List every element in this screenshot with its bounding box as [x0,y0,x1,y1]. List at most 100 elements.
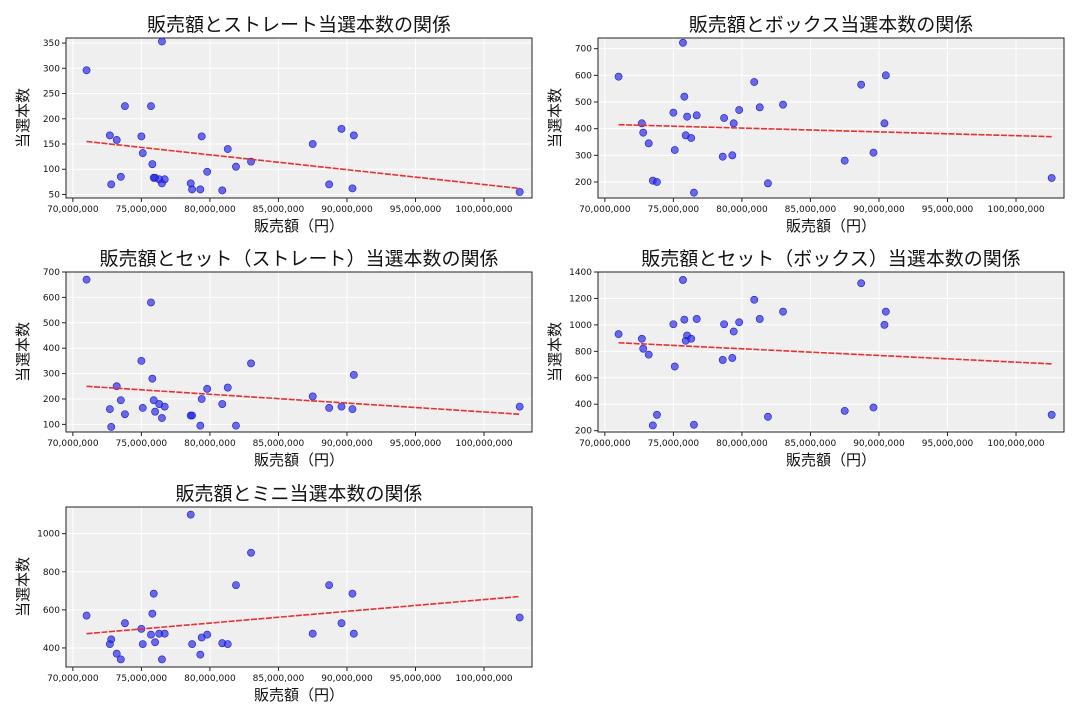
data-point [138,149,147,157]
x-tick-label: 80,000,000 [716,439,768,449]
x-tick-label: 90,000,000 [853,205,905,215]
y-tick-label: 300 [575,151,592,161]
data-point [348,405,357,414]
plot-area [597,37,1065,199]
data-point [779,100,787,109]
x-axis-label: 販売額（円） [254,217,344,235]
x-tick-label: 85,000,000 [253,205,305,215]
data-point [188,411,196,420]
data-point [147,298,155,307]
data-point [653,178,661,186]
x-tick-label: 80,000,000 [184,205,236,215]
y-tick-label: 150 [43,140,60,150]
x-tick-label: 90,000,000 [321,439,373,449]
data-point [247,548,255,557]
plot-area [65,506,533,668]
y-tick-label: 300 [43,64,60,74]
data-point [82,611,91,620]
y-axis-label: 当選本数 [546,322,564,382]
data-point [349,131,358,140]
data-point [160,175,169,184]
data-point [718,152,727,161]
y-tick-label: 1400 [569,268,592,278]
y-tick-label: 250 [43,90,60,100]
x-tick-label: 100,000,000 [987,439,1045,449]
trend-line [618,123,1052,138]
data-point [137,132,146,141]
data-point [881,307,890,316]
data-point [337,402,346,411]
data-point [247,359,255,368]
data-point [160,402,169,411]
data-point [515,402,524,411]
x-tick-label: 90,000,000 [321,205,373,215]
data-point [637,334,646,343]
x-tick-label: 95,000,000 [390,439,442,449]
data-point [149,396,158,405]
x-tick-label: 85,000,000 [785,439,837,449]
data-point [644,350,653,359]
data-point [750,78,759,86]
data-point [151,407,159,416]
x-tick-label: 75,000,000 [116,674,168,684]
data-point [720,320,728,329]
y-tick-label: 200 [43,115,60,125]
data-point [639,344,648,353]
x-tick-label: 80,000,000 [184,439,236,449]
data-point [151,638,159,647]
data-point [337,619,346,628]
data-point [121,619,129,628]
data-point [683,112,691,121]
data-point [232,421,240,430]
y-tick-label: 700 [43,268,60,278]
y-tick-label: 600 [43,293,60,303]
x-tick-label: 90,000,000 [321,674,373,684]
data-point [348,184,357,193]
data-point [197,132,206,141]
data-point [750,295,759,304]
x-tick-label: 95,000,000 [390,674,442,684]
data-point [148,374,157,383]
data-point [218,400,227,408]
data-point [764,412,772,421]
y-tick-label: 700 [575,45,592,55]
x-tick-label: 80,000,000 [184,674,236,684]
data-point [186,510,195,519]
data-point [308,140,317,148]
data-point [614,330,623,339]
data-point [196,650,205,659]
data-point [720,114,728,122]
x-tick-label: 80,000,000 [716,205,768,215]
data-point [160,629,169,638]
x-tick-label: 70,000,000 [579,205,631,215]
data-point [840,156,849,165]
chart-panel-3: 70,000,000 75,000,000 80,000,000 85,000,000… [14,248,533,469]
data-point [148,160,157,169]
data-point [779,307,787,316]
data-point [116,172,125,181]
chart-title: 販売額とボックス当選本数の関係 [689,14,973,36]
chart-title: 販売額とストレート当選本数の関係 [147,14,451,36]
data-point [158,37,166,46]
x-axis-label: 販売額（円） [786,451,876,469]
data-point [137,356,146,365]
data-point [188,640,196,649]
chart-title: 販売額とセット（ボックス）当選本数の関係 [641,248,1020,270]
y-tick-label: 200 [575,178,592,188]
data-point [669,320,678,329]
y-axis-label: 当選本数 [14,557,32,617]
data-point [105,405,114,414]
x-tick-label: 75,000,000 [648,205,700,215]
y-tick-label: 1200 [569,294,592,304]
data-point [840,406,849,415]
plot-frame [65,271,533,433]
x-tick-label: 85,000,000 [785,205,837,215]
data-point [755,103,764,112]
x-tick-label: 70,000,000 [579,439,631,449]
y-tick-label: 350 [43,39,60,49]
data-point [690,420,698,429]
x-tick-label: 100,000,000 [455,205,513,215]
data-point [107,423,116,431]
data-point [203,167,212,176]
